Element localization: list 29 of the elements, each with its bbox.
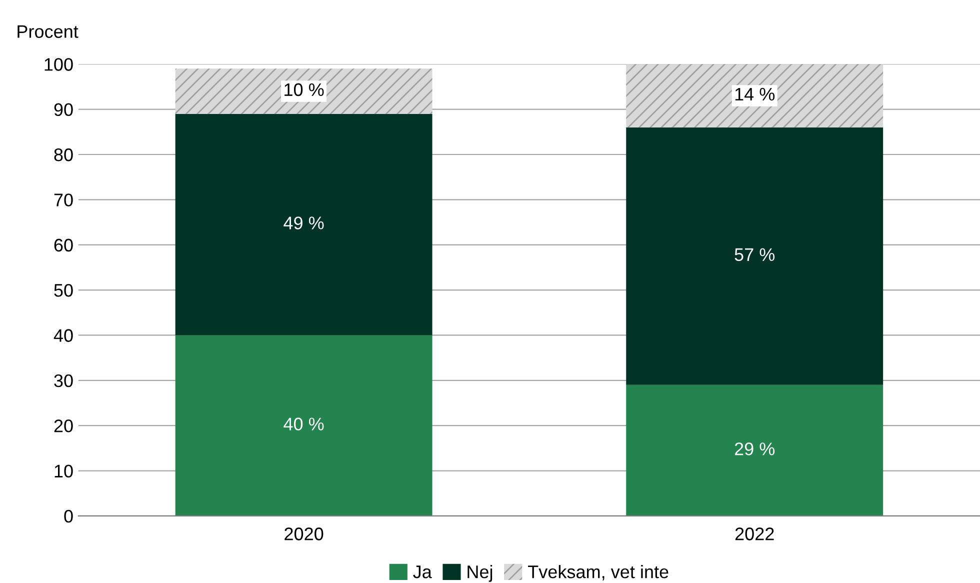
y-tick-label: 0 — [64, 510, 73, 523]
y-tick-label: 90 — [54, 103, 73, 116]
bar — [626, 127, 884, 385]
y-tick-label: 70 — [54, 194, 73, 206]
x-tick-label: 2022 — [735, 528, 774, 540]
y-tick-label: 40 — [54, 329, 73, 342]
x-tick-label: 2020 — [284, 528, 324, 540]
y-tick-label: 80 — [54, 148, 73, 162]
y-tick-label: 10 — [54, 464, 73, 478]
y-tick-label: 30 — [54, 374, 73, 388]
data-label: 49 % — [284, 216, 324, 230]
legend-label: Nej — [468, 565, 492, 582]
y-tick-label: 50 — [54, 284, 73, 297]
data-label: 10 % — [284, 83, 324, 96]
y-axis-title: Procent — [18, 25, 78, 38]
y-tick-label: 20 — [54, 420, 73, 432]
bar — [175, 68, 432, 114]
data-label: 40 % — [284, 418, 324, 430]
legend-label: Tveksam, vet inte — [528, 565, 668, 580]
bar — [626, 64, 884, 128]
data-label: 57 % — [734, 248, 775, 261]
legend-label: Ja — [413, 566, 432, 578]
y-tick-label: 60 — [54, 238, 73, 252]
data-label: 14 % — [735, 88, 775, 101]
bar — [175, 114, 432, 336]
bar — [175, 335, 432, 516]
data-label: 29 % — [734, 442, 775, 456]
y-tick-label: 100 — [44, 58, 73, 71]
bar — [626, 384, 884, 516]
